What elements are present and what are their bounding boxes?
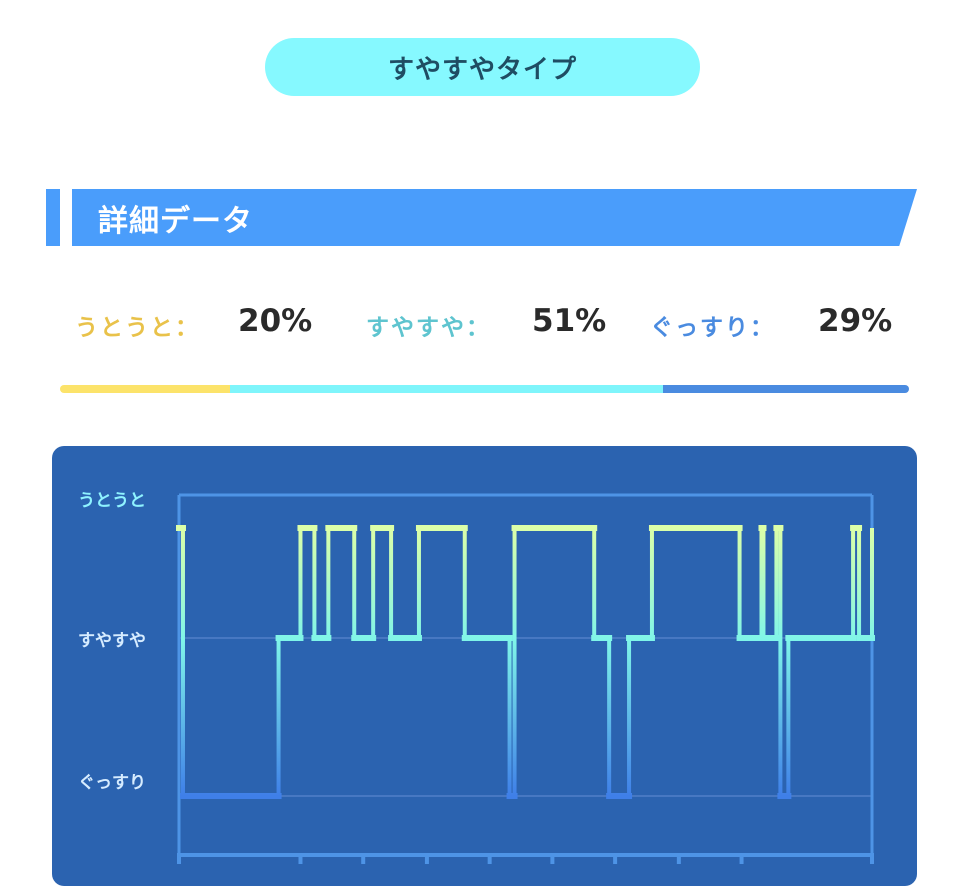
stat-mid-value: 51% bbox=[532, 303, 607, 339]
section-title: 詳細データ bbox=[98, 203, 253, 239]
level-label-light: うとうと bbox=[78, 491, 146, 511]
ratio-segment-mid bbox=[229, 385, 663, 393]
stat-light-value: 20% bbox=[238, 303, 313, 339]
stat-light-label: うとうと： bbox=[75, 315, 200, 341]
sleep-type-badge: すやすやタイプ bbox=[265, 38, 700, 96]
section-accent-bar bbox=[46, 189, 60, 246]
sleep-chart-panel bbox=[52, 446, 917, 886]
level-label-deep: ぐっすり bbox=[78, 773, 146, 793]
level-label-mid: すやすや bbox=[78, 631, 146, 651]
stat-deep-label: ぐっすり： bbox=[650, 315, 775, 341]
ratio-segment-light bbox=[60, 385, 230, 393]
section-header-band bbox=[72, 189, 917, 246]
stat-deep-value: 29% bbox=[818, 303, 893, 339]
ratio-segment-deep bbox=[662, 385, 909, 393]
sleep-ratio-bar bbox=[60, 385, 909, 393]
stat-mid-label: すやすや： bbox=[366, 315, 491, 341]
sleep-type-label: すやすやタイプ bbox=[387, 54, 577, 85]
